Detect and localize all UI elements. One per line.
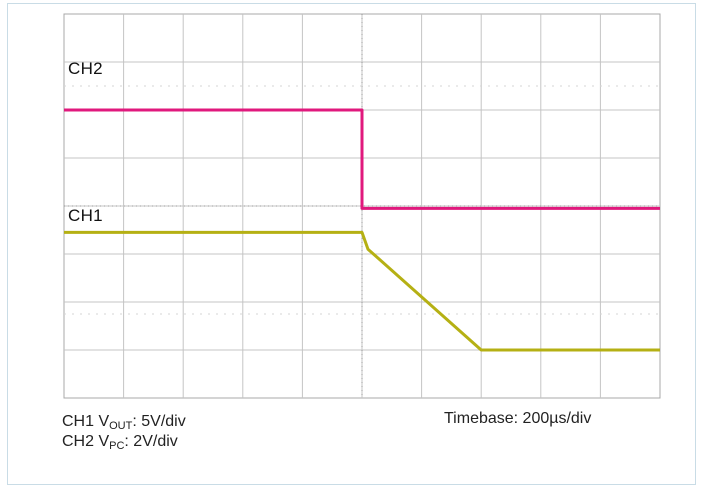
ch1-trace [64, 230, 660, 352]
ch1-label: CH1 [68, 206, 103, 225]
ch2-caption-prefix: CH2 V [62, 433, 110, 450]
ch2-scale-caption: CH2 VPC: 2V/div [62, 432, 178, 456]
ch2-label: CH2 [68, 59, 103, 78]
ch1-scale-caption: CH1 VOUT: 5V/div [62, 412, 186, 436]
ch2-caption-suffix: : 2V/div [124, 433, 178, 450]
timebase-caption: Timebase: 200µs/div [444, 410, 592, 427]
ch1-caption-suffix: : 5V/div [132, 413, 186, 430]
ch1-caption-sub: OUT [109, 420, 133, 432]
ch2-caption-sub: PC [109, 440, 125, 452]
traces [64, 108, 660, 352]
ch1-caption-prefix: CH1 V [62, 413, 110, 430]
